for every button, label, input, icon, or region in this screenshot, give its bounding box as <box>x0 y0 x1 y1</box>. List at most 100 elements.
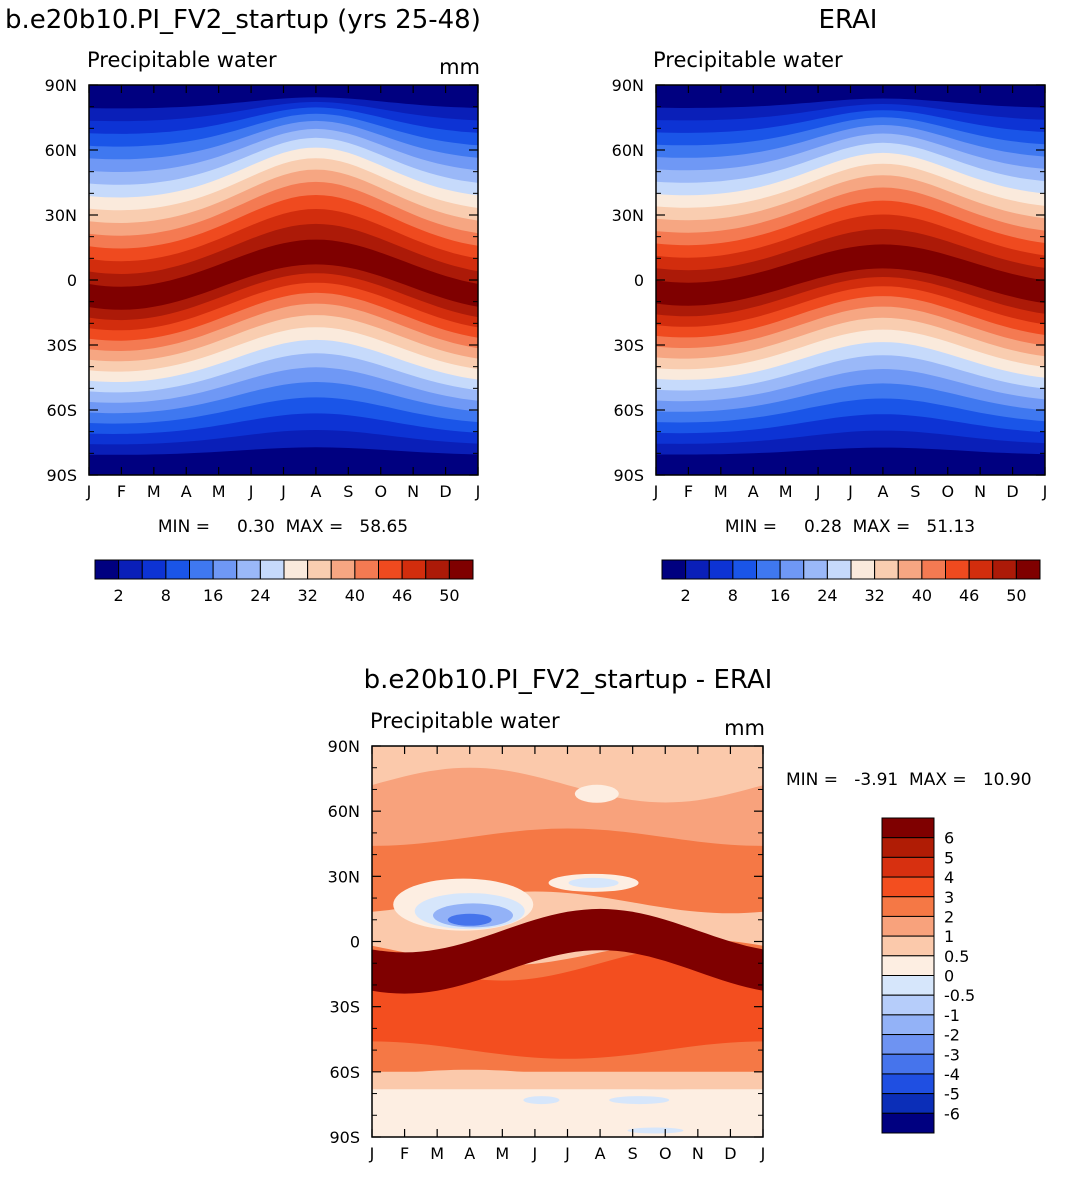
colorbar-swatch <box>881 1112 935 1134</box>
colorbar-label: -2 <box>944 1026 960 1045</box>
colorbar-swatch <box>881 915 935 937</box>
contour-blob-8 <box>609 1096 670 1105</box>
x-tick-label: J <box>248 482 254 501</box>
colorbar-swatch <box>1015 559 1041 580</box>
y-tick-label: 60N <box>45 141 77 160</box>
colorbar-swatch <box>94 559 120 580</box>
contour-blob-9 <box>627 1127 684 1134</box>
colorbar-swatch <box>968 559 994 580</box>
colorbar-swatch <box>850 559 876 580</box>
panel-diff-minmax: MIN = -3.91 MAX = 10.90 <box>786 770 1032 790</box>
x-tick-label: A <box>181 482 192 501</box>
y-tick-label: 0 <box>350 933 360 952</box>
contour-region-4 <box>372 908 763 994</box>
panel-diff-axes: J F M A M J J A S O N D J 90N 60N 30N 0 30S 60S 90S <box>328 737 766 1163</box>
colorbar-label: 2 <box>944 907 954 926</box>
y-tick-label: 0 <box>67 271 77 290</box>
x-tick-label: J <box>1042 482 1048 501</box>
contour-blob-6 <box>574 784 619 803</box>
colorbar-label: 24 <box>250 586 270 605</box>
x-tick-label: J <box>564 1144 570 1163</box>
y-tick-label: 60S <box>613 401 644 420</box>
x-tick-label: J <box>847 482 853 501</box>
colorbar-swatch <box>992 559 1017 580</box>
colorbar-swatch <box>897 559 923 580</box>
y-tick-label: 90N <box>328 737 360 756</box>
colorbar-swatch <box>826 559 852 580</box>
colorbar-swatch <box>236 559 261 580</box>
colorbar-swatch <box>354 559 379 580</box>
contour-region-3 <box>372 945 763 1059</box>
panel-diff-contours <box>372 746 763 1137</box>
colorbar-swatch <box>881 837 935 858</box>
x-tick-label: O <box>374 482 387 501</box>
colorbar-label: 32 <box>864 586 884 605</box>
x-tick-label: J <box>369 1144 375 1163</box>
y-tick-label: 30S <box>613 336 644 355</box>
colorbar-label: 24 <box>817 586 837 605</box>
colorbar-swatch <box>283 559 309 580</box>
x-tick-label: M <box>779 482 793 501</box>
colorbar-label: 46 <box>959 586 979 605</box>
colorbar-label: -0.5 <box>944 986 975 1005</box>
x-tick-label: S <box>343 482 353 501</box>
x-tick-label: S <box>910 482 920 501</box>
contour-blob-3 <box>447 913 492 926</box>
panel-model-colorbar: 2 8 16 24 32 40 46 50 <box>94 559 474 605</box>
x-tick-label: D <box>1006 482 1018 501</box>
y-tick-label: 30S <box>329 998 360 1017</box>
colorbar-swatch <box>259 559 285 580</box>
colorbar-swatch <box>330 559 356 580</box>
colorbar-swatch <box>881 876 935 898</box>
x-tick-label: A <box>310 482 321 501</box>
colorbar-swatch <box>661 559 687 580</box>
colorbar-label: -1 <box>944 1006 960 1025</box>
x-tick-label: F <box>117 482 126 501</box>
colorbar-swatch <box>874 559 899 580</box>
colorbar-swatch <box>945 559 970 580</box>
colorbar-swatch <box>881 1053 935 1075</box>
colorbar-swatch <box>881 856 935 878</box>
x-tick-label: O <box>941 482 954 501</box>
y-tick-label: 90N <box>45 76 77 95</box>
y-tick-label: 30N <box>45 206 77 225</box>
x-tick-label: A <box>877 482 888 501</box>
y-tick-label: 30N <box>612 206 644 225</box>
panel-erai-title: ERAI <box>819 5 878 35</box>
panel-model-title: b.e20b10.PI_FV2_startup (yrs 25-48) <box>5 5 481 35</box>
colorbar-label: 6 <box>944 829 954 848</box>
colorbar-swatch <box>401 559 427 580</box>
contour-level-15 <box>89 239 478 310</box>
x-tick-label: D <box>724 1144 736 1163</box>
y-tick-label: 60N <box>328 802 360 821</box>
colorbar-swatch <box>881 1093 935 1114</box>
x-tick-label: A <box>464 1144 475 1163</box>
colorbar-swatch <box>881 1034 935 1055</box>
colorbar-swatch <box>425 559 450 580</box>
colorbar-swatch <box>189 559 214 580</box>
panel-model-units: mm <box>439 55 480 79</box>
x-tick-label: M <box>147 482 161 501</box>
x-tick-label: O <box>659 1144 672 1163</box>
x-tick-label: J <box>475 482 481 501</box>
colorbar-swatch <box>732 559 757 580</box>
contour-level-15 <box>656 244 1045 306</box>
panel-erai-subtitle: Precipitable water <box>653 48 843 72</box>
colorbar-label: 2 <box>681 586 691 605</box>
colorbar-swatch <box>378 559 403 580</box>
panel-model-subtitle: Precipitable water <box>87 48 277 72</box>
colorbar-label: 50 <box>1006 586 1026 605</box>
panel-erai-minmax: MIN = 0.28 MAX = 51.13 <box>725 517 975 537</box>
panel-model: b.e20b10.PI_FV2_startup (yrs 25-48) Prec… <box>5 5 481 605</box>
x-tick-label: M <box>495 1144 509 1163</box>
y-tick-label: 90S <box>329 1128 360 1147</box>
contour-region-6 <box>372 1071 763 1090</box>
colorbar-label: -6 <box>944 1104 960 1123</box>
colorbar-label: 16 <box>203 586 223 605</box>
contour-region-5 <box>372 1080 763 1137</box>
panel-erai-colorbar: 2 8 16 24 32 40 46 50 <box>661 559 1041 605</box>
colorbar-swatch <box>779 559 805 580</box>
panel-erai-contours <box>656 85 1045 475</box>
x-tick-label: J <box>815 482 821 501</box>
